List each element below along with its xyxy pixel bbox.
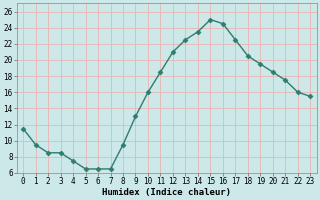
X-axis label: Humidex (Indice chaleur): Humidex (Indice chaleur): [102, 188, 231, 197]
